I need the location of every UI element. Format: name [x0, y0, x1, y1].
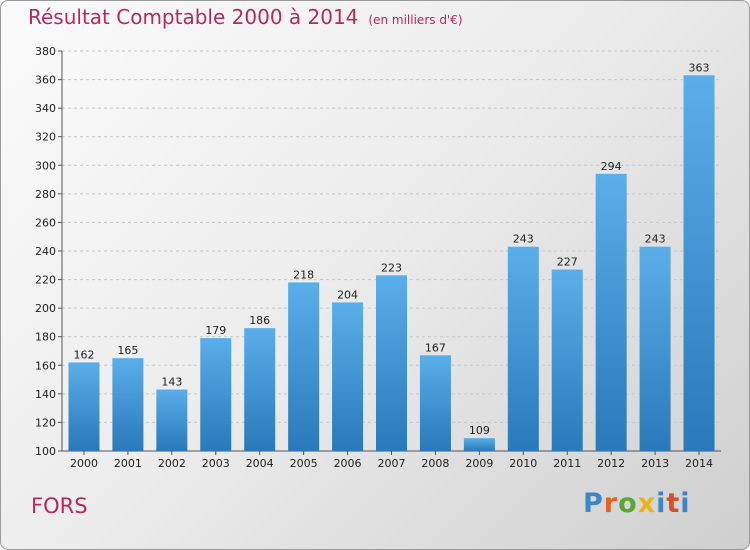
- x-tick-label-2006: 2006: [334, 457, 362, 470]
- y-tick-label: 380: [35, 45, 56, 58]
- bar-2007: [376, 275, 407, 451]
- bar-2008: [419, 355, 451, 451]
- x-tick-label-2010: 2010: [509, 457, 537, 470]
- bar-2011: [551, 269, 583, 451]
- y-tick-label: 340: [35, 102, 56, 115]
- y-tick-label: 300: [35, 159, 56, 172]
- chart-title-unit: (en milliers d'€): [368, 13, 463, 27]
- bar-2014: [683, 75, 715, 452]
- chart-title-main: Résultat Comptable 2000 à 2014: [28, 5, 359, 29]
- bar-2000: [68, 362, 100, 451]
- value-label-2003: 179: [205, 324, 226, 337]
- x-tick-label-2013: 2013: [641, 457, 669, 470]
- value-label-2005: 218: [293, 268, 314, 281]
- y-tick-label: 180: [35, 331, 56, 344]
- bar-2009: [463, 438, 495, 451]
- y-tick-labels: 100 120 140 160 180 200 220 240 260 280 300 320 340 3…: [35, 45, 56, 458]
- value-labels: 162 165 143 179 186 218 204 223 167 109 243 227 294 2…: [73, 61, 709, 437]
- x-tick-label-2004: 2004: [246, 457, 274, 470]
- proxiti-logo: Proxiti: [583, 488, 691, 519]
- x-tick-label-2012: 2012: [597, 457, 625, 470]
- value-label-2002: 143: [161, 376, 182, 389]
- bar-2010: [507, 246, 539, 451]
- x-tick-labels: 2000 2001 2002 2003 2004 2005 2006 2007 2008 2009…: [70, 457, 713, 470]
- x-tick-label-2002: 2002: [158, 457, 186, 470]
- y-tick-label: 240: [35, 245, 56, 258]
- value-label-2014: 363: [689, 61, 710, 74]
- y-tick-label: 160: [35, 359, 56, 372]
- bar-2001: [112, 358, 144, 451]
- x-tick-label-2007: 2007: [378, 457, 406, 470]
- bar-2012: [595, 173, 627, 451]
- x-tick-label-2014: 2014: [685, 457, 713, 470]
- value-label-2004: 186: [249, 314, 270, 327]
- x-tick-label-2001: 2001: [114, 457, 142, 470]
- y-tick-label: 280: [35, 188, 56, 201]
- bar-2006: [332, 302, 364, 451]
- y-tick-label: 360: [35, 74, 56, 87]
- y-tick-label: 260: [35, 216, 56, 229]
- bar-2003: [200, 338, 232, 451]
- y-tick-label: 220: [35, 274, 56, 287]
- chart-title: Résultat Comptable 2000 à 2014 (en millie…: [28, 5, 463, 29]
- y-tick-label: 140: [35, 388, 56, 401]
- bars: [68, 75, 715, 452]
- value-label-2010: 243: [513, 233, 534, 246]
- value-label-2012: 294: [601, 160, 622, 173]
- x-tick-label-2000: 2000: [70, 457, 98, 470]
- x-tick-label-2005: 2005: [290, 457, 318, 470]
- y-tick-label: 100: [35, 445, 56, 458]
- value-label-2013: 243: [645, 233, 666, 246]
- y-tick-label: 200: [35, 302, 56, 315]
- bar-2005: [288, 282, 320, 451]
- value-label-2001: 165: [117, 344, 138, 357]
- value-label-2000: 162: [73, 348, 94, 361]
- x-tick-label-2008: 2008: [421, 457, 449, 470]
- x-tick-label-2009: 2009: [465, 457, 493, 470]
- bar-2002: [156, 389, 188, 451]
- value-label-2007: 223: [381, 261, 402, 274]
- x-tick-label-2011: 2011: [553, 457, 581, 470]
- y-tick-label: 120: [35, 416, 56, 429]
- bar-2004: [244, 328, 276, 451]
- value-label-2006: 204: [337, 288, 358, 301]
- commune-name: FORS: [31, 494, 88, 518]
- y-tick-label: 320: [35, 131, 56, 144]
- value-label-2011: 227: [557, 256, 578, 269]
- bar-2013: [639, 246, 671, 451]
- value-label-2008: 167: [425, 341, 446, 354]
- x-tick-label-2003: 2003: [202, 457, 230, 470]
- value-label-2009: 109: [469, 424, 490, 437]
